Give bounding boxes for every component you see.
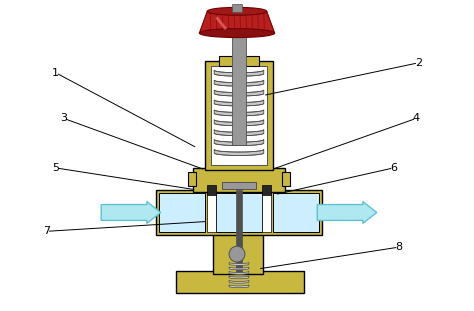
FancyArrow shape [317, 202, 377, 223]
Text: 4: 4 [413, 113, 420, 123]
Text: 6: 6 [390, 163, 397, 173]
Polygon shape [214, 90, 264, 96]
Bar [205, 61, 273, 170]
Bar [175, 271, 304, 293]
Polygon shape [214, 150, 264, 156]
Bar [211, 66, 267, 165]
Text: 3: 3 [60, 113, 67, 123]
Bar [273, 193, 319, 232]
Bar [207, 185, 216, 195]
Bar [193, 168, 284, 192]
Polygon shape [229, 280, 249, 283]
Bar [189, 172, 196, 186]
Polygon shape [214, 120, 264, 126]
Polygon shape [214, 70, 264, 76]
FancyArrow shape [101, 202, 161, 223]
Bar [216, 193, 262, 232]
Bar [213, 231, 263, 274]
Polygon shape [214, 130, 264, 136]
Polygon shape [229, 285, 249, 288]
Bar [232, 16, 246, 145]
Bar [159, 193, 205, 232]
Text: 8: 8 [395, 242, 402, 252]
Polygon shape [214, 110, 264, 116]
Bar [262, 193, 271, 232]
Polygon shape [214, 100, 264, 106]
Bar [232, 4, 242, 12]
Polygon shape [229, 262, 249, 265]
Ellipse shape [200, 29, 274, 38]
Bar [222, 182, 256, 189]
Polygon shape [229, 267, 249, 270]
Bar [282, 172, 290, 186]
Polygon shape [229, 272, 249, 274]
Text: 1: 1 [52, 68, 59, 78]
Text: 2: 2 [415, 58, 422, 68]
Bar [236, 190, 242, 274]
Polygon shape [200, 11, 274, 33]
Text: 7: 7 [43, 226, 50, 236]
Circle shape [229, 246, 245, 262]
Polygon shape [229, 276, 249, 279]
Bar [207, 193, 216, 232]
Bar [262, 185, 271, 195]
Text: 5: 5 [52, 163, 59, 173]
Polygon shape [214, 80, 264, 86]
Bar [219, 56, 259, 66]
Polygon shape [214, 140, 264, 146]
Bar [156, 190, 322, 235]
Ellipse shape [207, 7, 267, 15]
